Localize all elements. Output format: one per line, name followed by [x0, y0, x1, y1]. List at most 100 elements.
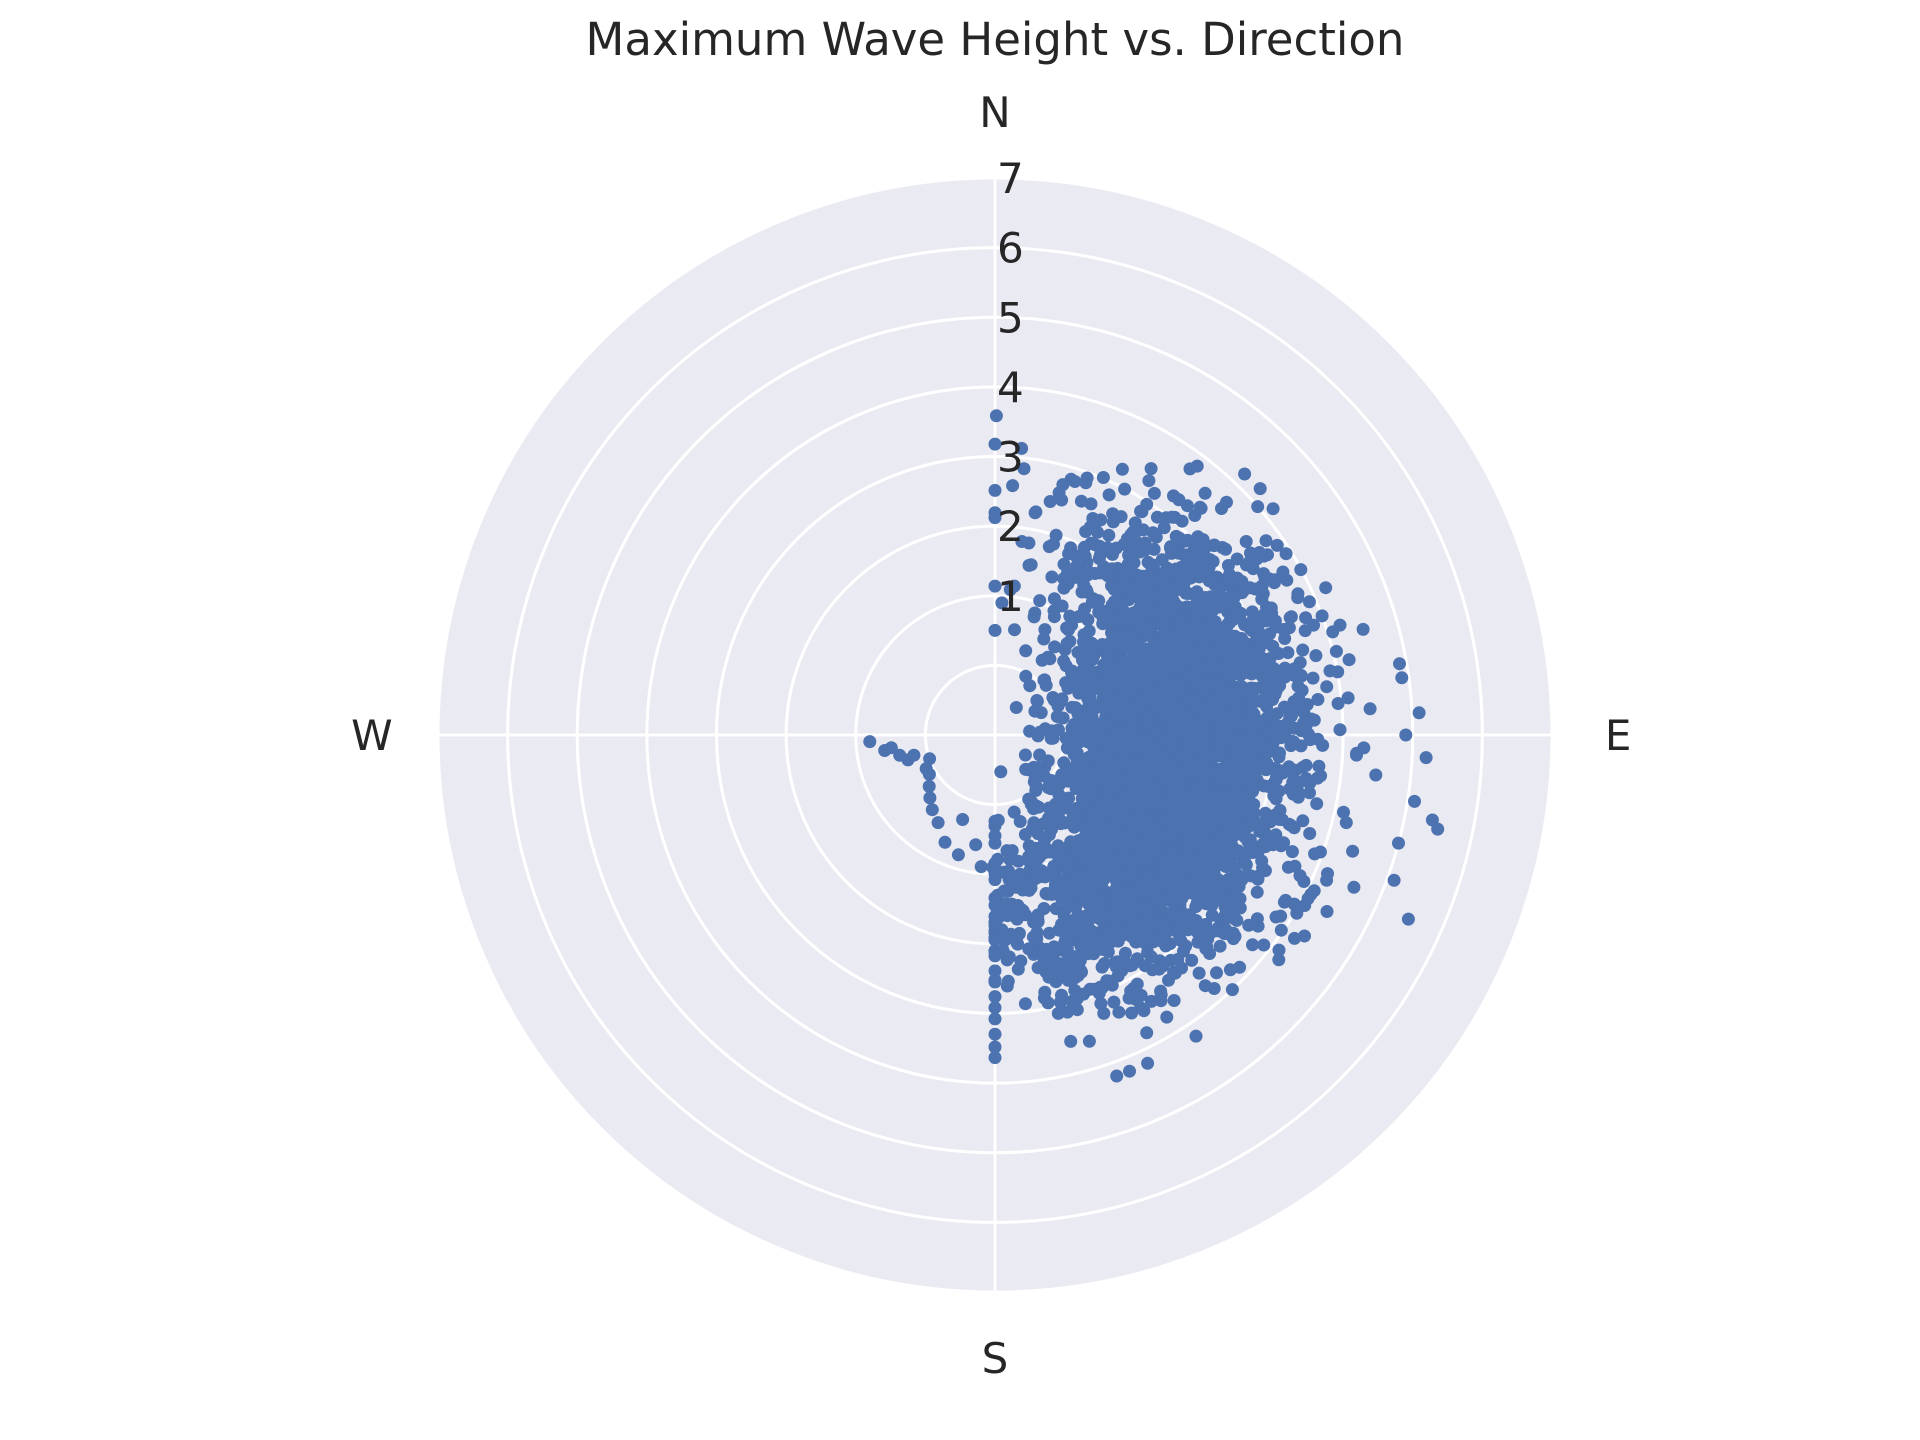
data-point — [1228, 714, 1241, 728]
data-point — [988, 623, 1002, 637]
data-point — [1140, 798, 1154, 812]
data-point — [1312, 759, 1326, 773]
data-point — [1179, 550, 1193, 564]
data-point — [1174, 876, 1187, 890]
data-point — [1204, 748, 1218, 762]
data-point — [1097, 1006, 1111, 1020]
data-point — [1094, 997, 1108, 1011]
r-tick-label: 2 — [997, 502, 1024, 551]
data-point — [1180, 499, 1194, 513]
data-point — [1272, 647, 1286, 660]
data-point — [1101, 927, 1115, 941]
data-point — [1140, 1026, 1154, 1040]
data-point — [1331, 697, 1345, 710]
data-point — [1101, 755, 1114, 769]
data-point — [1189, 900, 1203, 914]
data-point — [1065, 700, 1079, 714]
data-point — [1109, 541, 1123, 555]
data-point — [1238, 467, 1252, 481]
data-point — [1141, 885, 1155, 898]
data-point — [1202, 782, 1216, 796]
data-point — [1269, 828, 1283, 842]
direction-label-w: W — [351, 711, 393, 760]
data-point — [1272, 784, 1286, 798]
r-tick-label: 3 — [997, 433, 1024, 482]
data-point — [1412, 706, 1426, 720]
data-point — [1302, 595, 1316, 609]
data-point — [1074, 964, 1088, 977]
data-point — [1221, 617, 1235, 631]
data-point — [1239, 535, 1253, 548]
data-point — [1047, 964, 1061, 978]
data-point — [1291, 679, 1305, 693]
direction-labels: N E S W — [351, 88, 1631, 1383]
data-point — [1137, 604, 1151, 618]
data-point — [1159, 925, 1173, 939]
data-point — [1160, 830, 1174, 844]
data-point — [1251, 845, 1265, 859]
data-point — [1022, 536, 1036, 550]
data-point — [1284, 765, 1298, 779]
data-point — [1030, 926, 1044, 939]
data-point — [1232, 785, 1246, 799]
data-point — [1159, 773, 1173, 787]
data-point — [1084, 497, 1098, 511]
data-point — [1085, 595, 1099, 609]
data-point — [1363, 702, 1377, 716]
data-point — [1163, 758, 1177, 772]
data-point — [907, 748, 921, 762]
data-point — [1092, 986, 1106, 1000]
data-point — [988, 579, 1002, 593]
data-point — [1255, 651, 1269, 665]
data-point — [1233, 761, 1247, 775]
data-point — [1291, 587, 1305, 601]
data-point — [1200, 725, 1214, 739]
data-point — [1287, 695, 1301, 709]
data-point — [1141, 1056, 1155, 1070]
data-point — [1072, 763, 1085, 776]
data-point — [1118, 482, 1132, 496]
data-point — [1245, 697, 1258, 711]
data-point — [1191, 820, 1205, 834]
data-point — [1023, 679, 1037, 693]
data-point — [1086, 737, 1100, 751]
data-point — [1220, 726, 1234, 740]
data-point — [893, 748, 907, 762]
data-point — [923, 752, 937, 766]
data-point — [1172, 660, 1186, 673]
data-point — [1125, 1006, 1139, 1020]
data-point — [1038, 834, 1051, 847]
direction-label-s: S — [982, 1334, 1009, 1383]
data-point — [1112, 1005, 1126, 1019]
data-point — [1193, 500, 1207, 514]
data-point — [1011, 854, 1025, 868]
data-point — [1060, 566, 1074, 580]
data-point — [1214, 840, 1228, 854]
data-point — [1242, 792, 1256, 806]
data-point — [1155, 894, 1169, 908]
data-point — [1316, 738, 1330, 752]
data-point — [1143, 739, 1157, 753]
data-point — [1102, 488, 1116, 502]
data-point — [1108, 887, 1122, 901]
data-point — [1049, 902, 1063, 916]
data-point — [1137, 908, 1151, 922]
data-point — [1073, 681, 1087, 695]
data-point — [1326, 625, 1340, 639]
data-point — [1135, 592, 1149, 606]
data-point — [1189, 695, 1203, 708]
data-point — [1387, 873, 1401, 887]
data-point — [1226, 644, 1240, 658]
data-point — [1123, 1064, 1136, 1078]
data-point — [1001, 884, 1015, 898]
data-point — [1256, 743, 1269, 757]
data-point — [1087, 747, 1101, 761]
data-point — [1225, 983, 1239, 997]
data-point — [1102, 528, 1116, 542]
data-point — [1215, 830, 1229, 844]
data-point — [1250, 912, 1264, 926]
data-point — [988, 1012, 1002, 1026]
data-point — [1138, 536, 1152, 550]
data-point — [1303, 827, 1317, 840]
data-point — [1247, 612, 1261, 626]
